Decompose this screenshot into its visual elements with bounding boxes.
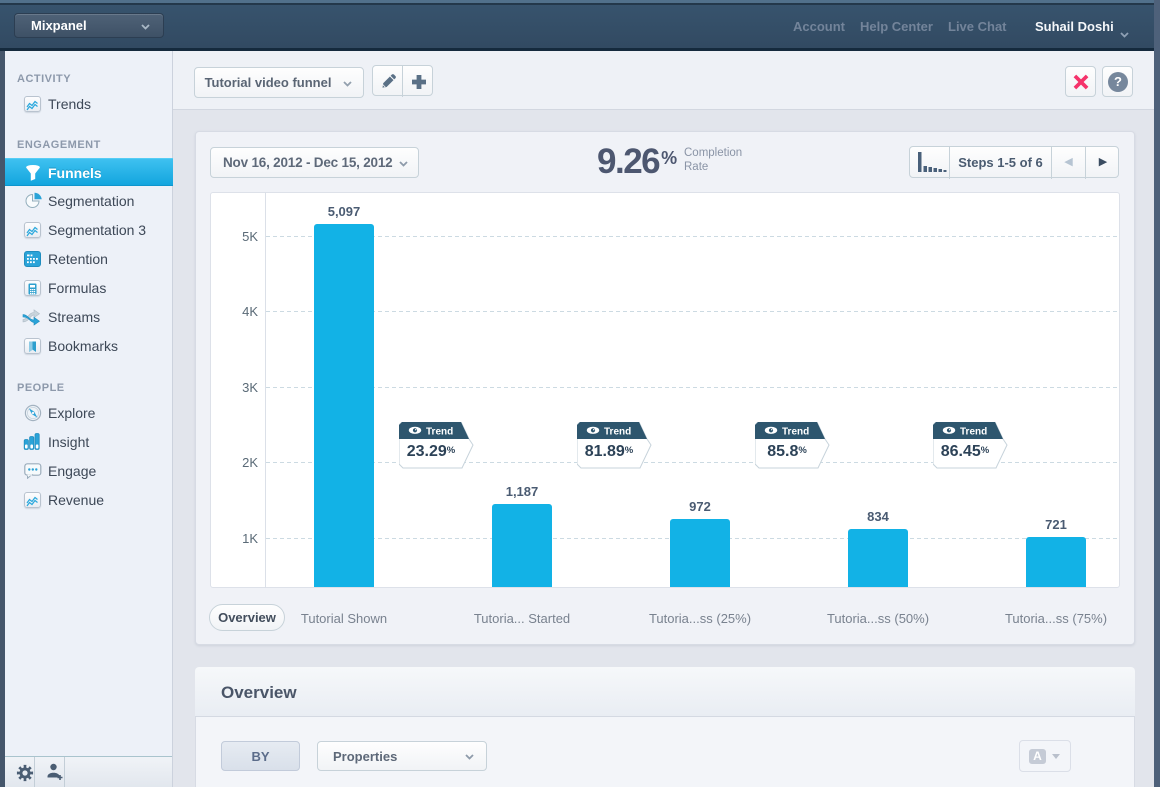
svg-text:Trend: Trend <box>604 427 631 438</box>
svg-text:Trend: Trend <box>960 427 987 438</box>
svg-text:Trend: Trend <box>782 427 809 438</box>
svg-text:Trend: Trend <box>426 427 453 438</box>
